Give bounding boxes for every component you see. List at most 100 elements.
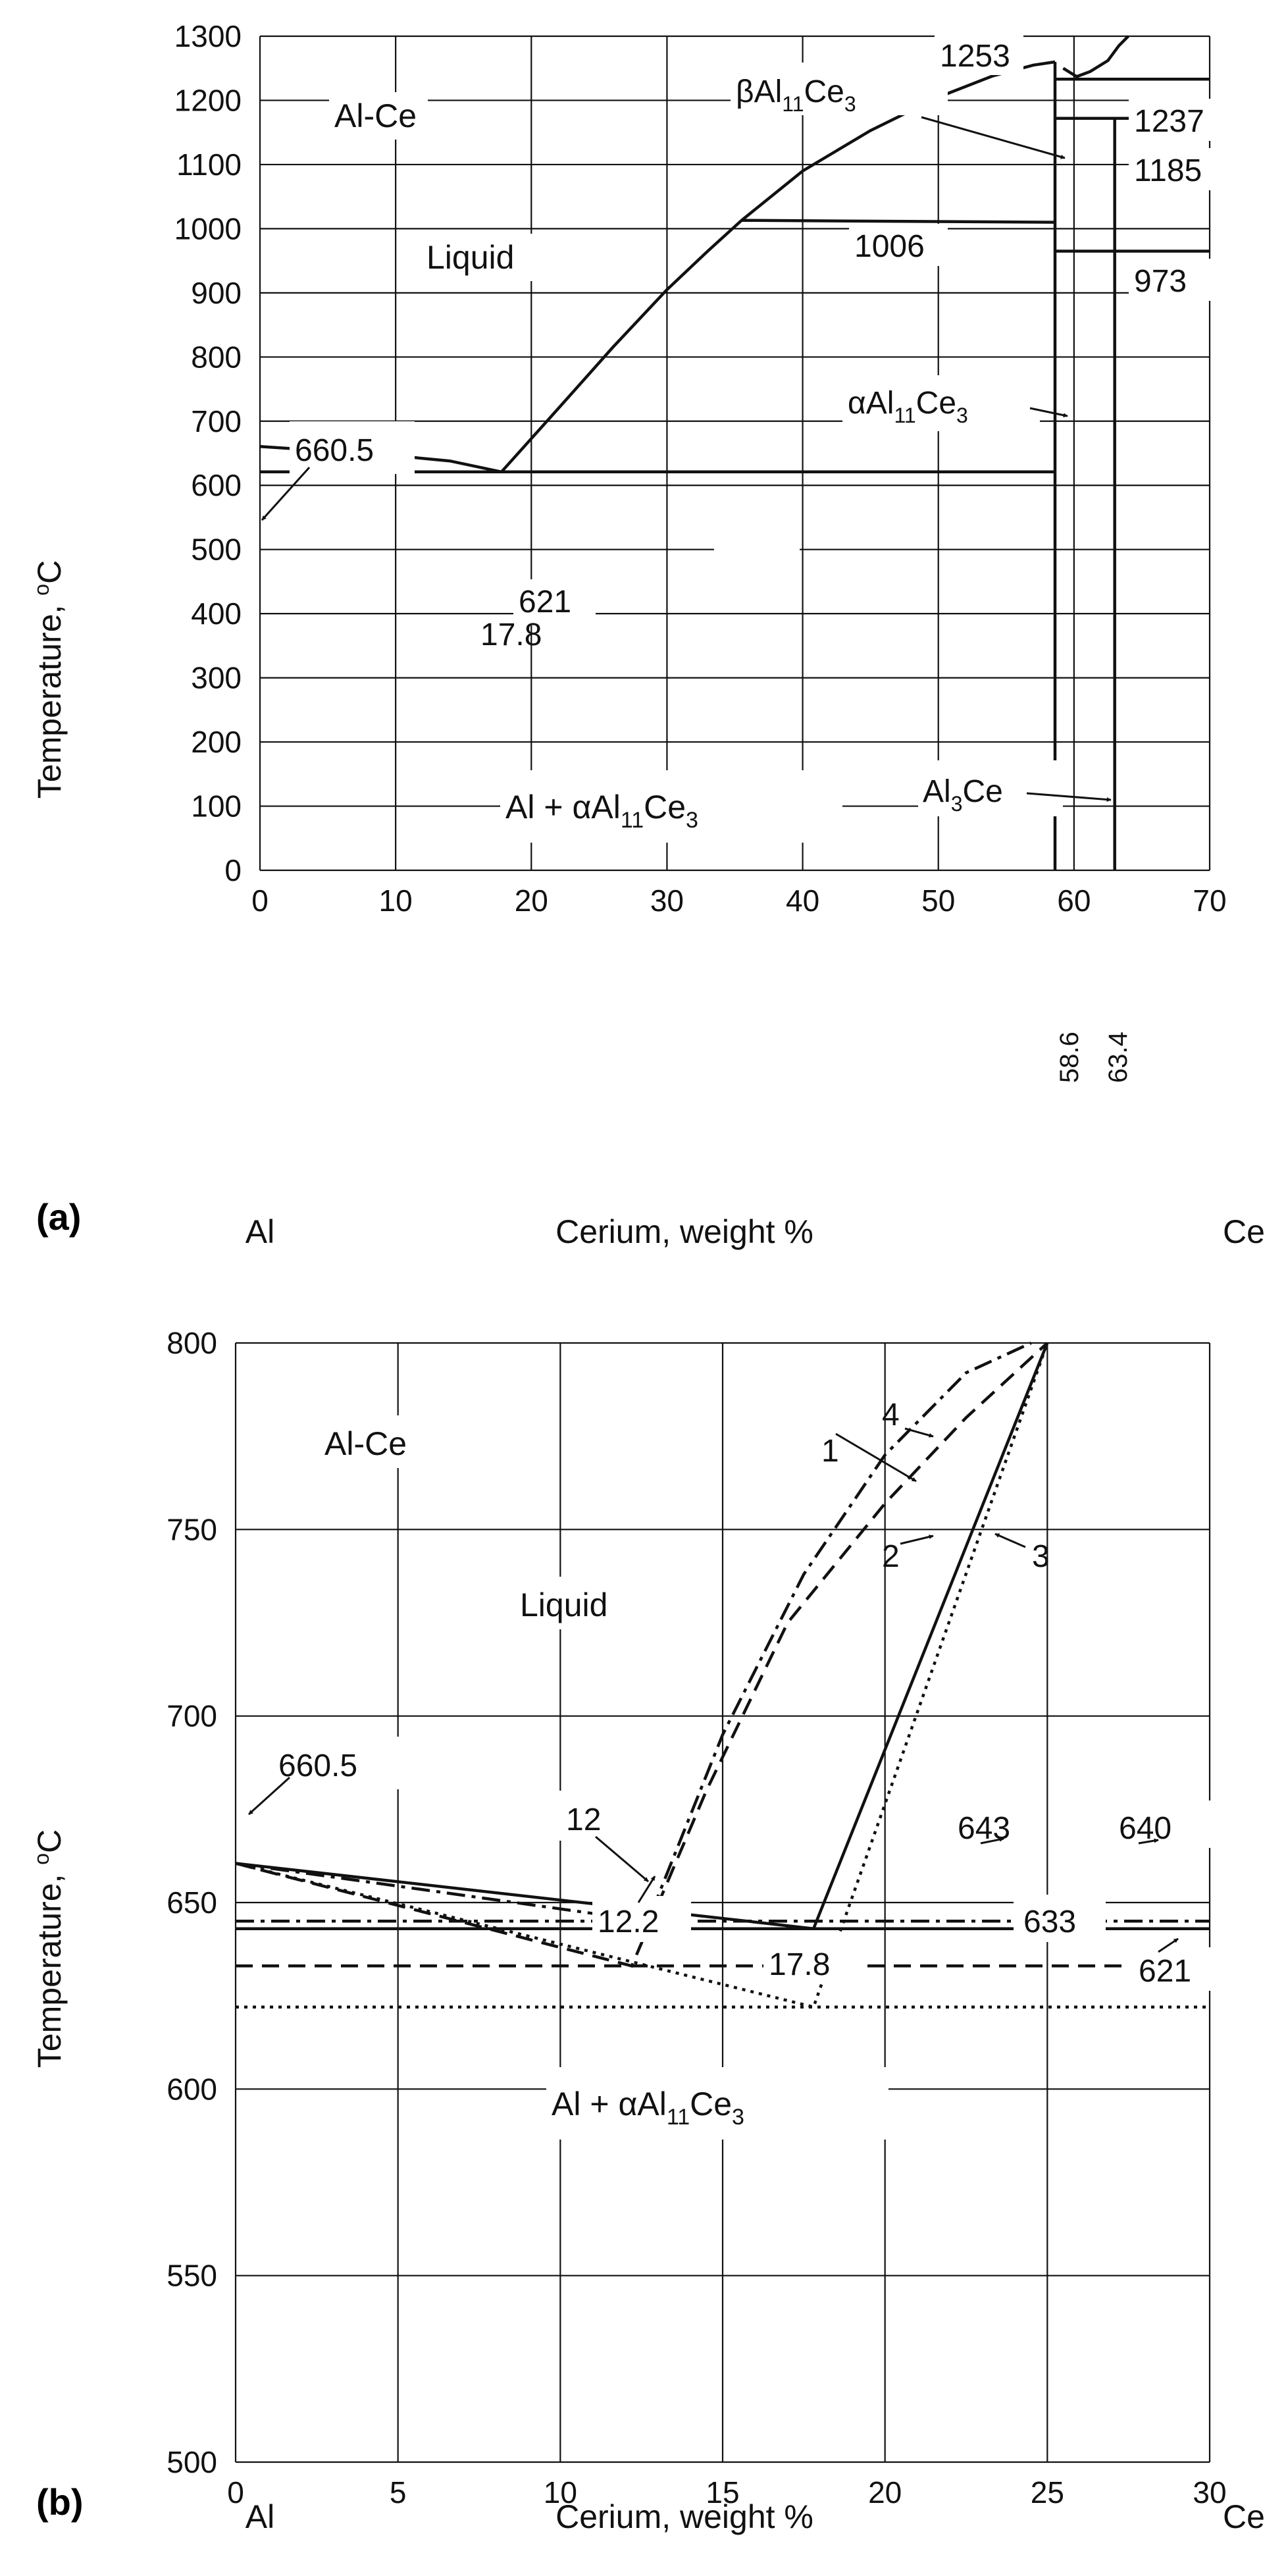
annotation-1006: 1006 [854, 229, 925, 264]
label-bg [546, 2067, 889, 2140]
arrow-curve-3 [994, 1533, 1026, 1548]
arrow-al3ce-phase [1026, 792, 1112, 802]
arrow-660-5 [261, 466, 311, 521]
chart-b-xlabel: Cerium, weight % [555, 2498, 813, 2535]
chart-a-ylabel: Temperature, oC [30, 560, 68, 799]
y-tick-label: 900 [191, 276, 242, 310]
label-bg [421, 234, 566, 281]
arrow-640 [1138, 1838, 1159, 1845]
arrow-643 [980, 1837, 1004, 1845]
y-tick-label: 400 [191, 596, 242, 631]
x-tick-label: 30 [650, 883, 684, 918]
label-bg [1129, 259, 1234, 301]
chart-b-grid [234, 1342, 1211, 2463]
label-bg [592, 1896, 691, 1942]
curve-label-4: 4 [882, 1398, 900, 1433]
y-tick-label: 750 [167, 1512, 217, 1546]
label-bg [273, 1737, 418, 1789]
x-tick-label: 30 [1193, 2475, 1226, 2510]
region-solid-label-b: Al + αAl11Ce3 [552, 2086, 744, 2130]
label-bg [935, 33, 1023, 75]
arrow-curve-2 [900, 1535, 934, 1545]
label-bg [849, 224, 948, 266]
curve-label-2: 2 [882, 1539, 900, 1574]
beta-phase-label: βAl11Ce3 [736, 74, 856, 116]
annotation-12-2: 12.2 [598, 1905, 659, 1939]
x-tick-label: 70 [1193, 883, 1226, 918]
y-tick-label: 100 [191, 789, 242, 824]
x-tick-label: 20 [515, 883, 548, 918]
label-bg [1129, 148, 1234, 190]
annotation-1185: 1185 [1134, 153, 1202, 188]
chart-b-x-left-label: Al [245, 2498, 274, 2535]
y-tick-label: 500 [167, 2445, 217, 2479]
series-3 [235, 1342, 1049, 2009]
x-tick-label: 10 [379, 883, 413, 918]
annotation-17-8-b: 17.8 [769, 1947, 830, 1982]
y-tick-label: 700 [167, 1699, 217, 1733]
annotation-633: 633 [1023, 1905, 1076, 1939]
label-bg [540, 1791, 625, 1841]
y-tick-label: 1000 [174, 211, 242, 246]
chart-a: 0100200300400500600700800900100011001200… [30, 19, 1265, 1250]
x-tick-label: 0 [227, 2475, 244, 2510]
label-bg [500, 770, 842, 843]
arrow-curve-1 [835, 1433, 917, 1483]
annotation-973: 973 [1134, 264, 1187, 299]
annotation-643: 643 [958, 1811, 1010, 1846]
y-tick-label: 1300 [174, 19, 242, 53]
y-tick-label: 1200 [174, 83, 242, 117]
label-bg [918, 760, 1063, 816]
arrow-beta-phase [921, 116, 1066, 159]
y-tick-label: 800 [167, 1326, 217, 1360]
chart-a-x-right-label: Ce [1223, 1213, 1265, 1250]
region-solid-label: Al + αAl11Ce3 [505, 789, 698, 833]
chart-b-ylabel: Temperature, oC [30, 1829, 68, 2068]
chart-b-ticks: 500 550 600 650 700 750 800 0 5 10 15 20 25 30 [167, 1326, 1226, 2510]
annotation-12: 12 [566, 1802, 601, 1837]
label-bg [1129, 99, 1234, 141]
annotation-1237: 1237 [1134, 104, 1204, 139]
chart-a-title: Al-Ce [334, 97, 417, 134]
annotation-640: 640 [1119, 1811, 1172, 1846]
y-tick-label: 550 [167, 2259, 217, 2293]
series-line-1006 [741, 219, 1056, 224]
annotation-660-5: 660.5 [295, 433, 374, 468]
arrow-12-2 [637, 1876, 656, 1903]
label-bg [513, 579, 596, 625]
arrow-alpha-phase [1029, 407, 1068, 418]
label-bg [329, 92, 428, 140]
x-tick-label: 10 [544, 2475, 577, 2510]
annotation-1253: 1253 [940, 39, 1010, 74]
arrow-621 [1158, 1937, 1179, 1953]
label-bg [513, 1577, 652, 1629]
x-tick-label: 15 [706, 2475, 739, 2510]
y-tick-label: 700 [191, 404, 242, 438]
label-bg [731, 63, 948, 115]
annotation-63-4: 63.4 [1104, 1032, 1133, 1083]
y-tick-label: 600 [167, 2072, 217, 2106]
annotation-621-b: 621 [1139, 1954, 1191, 1989]
annotation-17-8: 17.8 [480, 618, 542, 652]
alpha-phase-label: αAl11Ce3 [848, 386, 968, 427]
label-bg [842, 375, 1040, 431]
annotation-58-6: 58.6 [1055, 1032, 1084, 1083]
label-bg [1014, 1895, 1106, 1942]
y-tick-label: 500 [191, 533, 242, 567]
chart-a-x-left-label: Al [245, 1213, 274, 1250]
curve-label-3: 3 [1032, 1539, 1050, 1574]
curve-label-1: 1 [821, 1434, 839, 1469]
y-tick-label: 200 [191, 725, 242, 759]
x-tick-label: 50 [921, 883, 955, 918]
y-tick-label: 800 [191, 340, 242, 374]
y-tick-label: 1100 [176, 147, 242, 182]
chart-b-x-right-label: Ce [1223, 2498, 1265, 2535]
label-bg [319, 1415, 425, 1468]
chart-b-panel-label: (b) [36, 2481, 84, 2523]
label-bg [290, 421, 415, 474]
label-bg [763, 1935, 862, 1983]
arrow-660-5-b [247, 1776, 291, 1816]
chart-a-xlabel: Cerium, weight % [555, 1213, 813, 1250]
y-tick-label: 300 [191, 661, 242, 695]
